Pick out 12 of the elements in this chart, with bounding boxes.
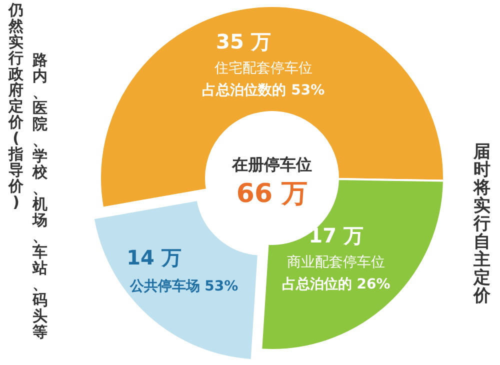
text: 在册停车位 [231, 155, 312, 174]
text: 路内、医院、学校、机场、车站、码头等 [32, 51, 48, 341]
text: 占总泊位的 26% [282, 276, 390, 293]
text: 仍然实行政府定价(指导价) [8, 1, 24, 211]
slice-label: 商业配套停车位 [287, 254, 386, 271]
slice-label: 住宅配套停车位 [213, 60, 312, 76]
text: 66 万 [236, 179, 308, 209]
data-label: 14 万 [126, 245, 182, 270]
data-label: 35 万 [216, 29, 271, 54]
category-label: 公共停车场 53% [130, 278, 238, 294]
text: 占总泊位数的 53% [202, 82, 325, 98]
text: 届时将实行自主定价 [474, 142, 490, 306]
